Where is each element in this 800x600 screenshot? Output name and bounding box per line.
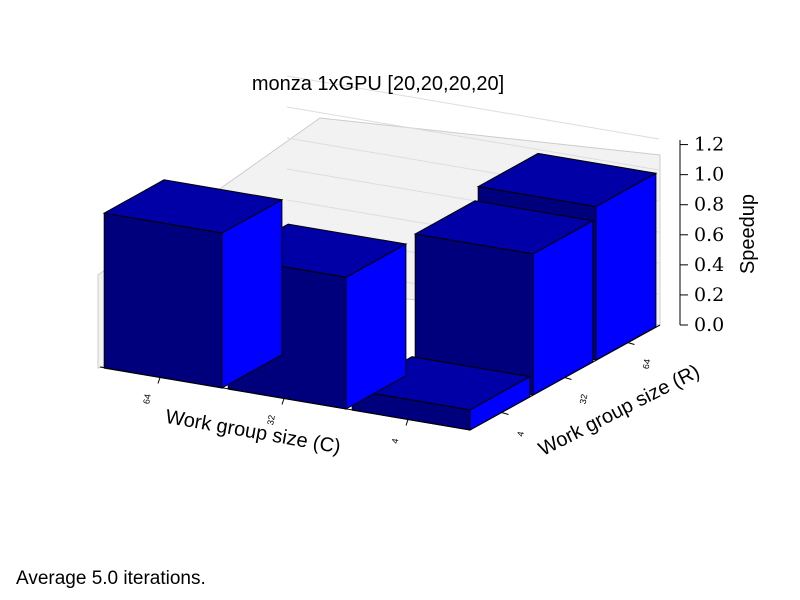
- x-tick-mark: [157, 377, 161, 384]
- x-tick-mark: [405, 419, 409, 426]
- x-tick-label: 32: [265, 414, 277, 426]
- bar-top-face: [476, 152, 658, 208]
- gridline: [286, 75, 660, 140]
- chart-title: monza 1xGPU [20,20,20,20]: [252, 73, 504, 95]
- z-tick-label: 0.8: [694, 194, 724, 216]
- y-tick-label: 64: [641, 358, 653, 370]
- y-tick-label: 32: [578, 393, 590, 405]
- footer-note: Average 5.0 iterations.: [16, 568, 206, 589]
- z-tick-label: 0.0: [694, 314, 724, 336]
- bar-top-face: [102, 179, 284, 234]
- y-tick-mark: [564, 377, 572, 380]
- y-tick-label: 4: [515, 431, 526, 438]
- x-axis-line: [99, 366, 471, 431]
- gridline: [286, 106, 660, 171]
- x-tick-label: 64: [141, 393, 153, 405]
- z-tick-label: 1.0: [694, 164, 724, 186]
- bar-C64-R4: [102, 179, 284, 389]
- y-tick-mark: [501, 412, 509, 415]
- tick-labels: 0.0 0.2 0.4 0.6 0.8 1.0 1.2 64 32 4 4 32 64: [141, 134, 724, 445]
- x-tick-label: 4: [390, 438, 401, 445]
- x-tick-mark: [281, 398, 285, 405]
- z-tick-label: 0.2: [694, 284, 724, 306]
- z-tick-label: 0.6: [694, 224, 724, 246]
- bar-top-face: [413, 200, 595, 255]
- bars-group: [102, 152, 658, 431]
- bar-front-face: [103, 212, 223, 389]
- bar-C4-R32: [413, 200, 595, 396]
- z-axis-label: Speedup: [737, 194, 759, 274]
- x-axis-label: Work group size (C): [164, 406, 343, 458]
- z-tick-label: 0.4: [694, 254, 724, 276]
- z-tick-label: 1.2: [694, 134, 724, 156]
- y-tick-mark: [627, 342, 635, 345]
